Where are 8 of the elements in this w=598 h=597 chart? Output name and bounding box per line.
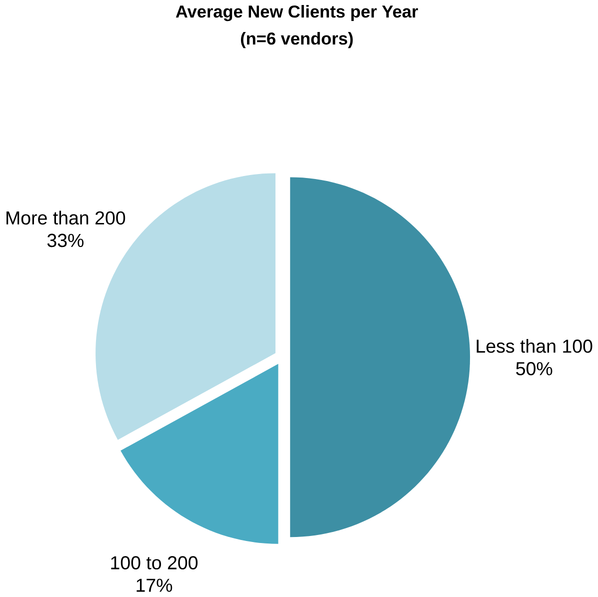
slice-label: 100 to 200 bbox=[111, 556, 198, 570]
slice-label: More than 200 bbox=[6, 210, 126, 225]
data-label: 33% bbox=[47, 234, 84, 248]
data-label: 50% bbox=[516, 362, 552, 376]
chart-subtitle: (n=6 vendors) bbox=[240, 32, 353, 48]
chart-title: Average New Clients per Year bbox=[176, 5, 418, 22]
data-label: 17% bbox=[136, 578, 172, 592]
slice-label: Less than 100 bbox=[476, 339, 592, 353]
